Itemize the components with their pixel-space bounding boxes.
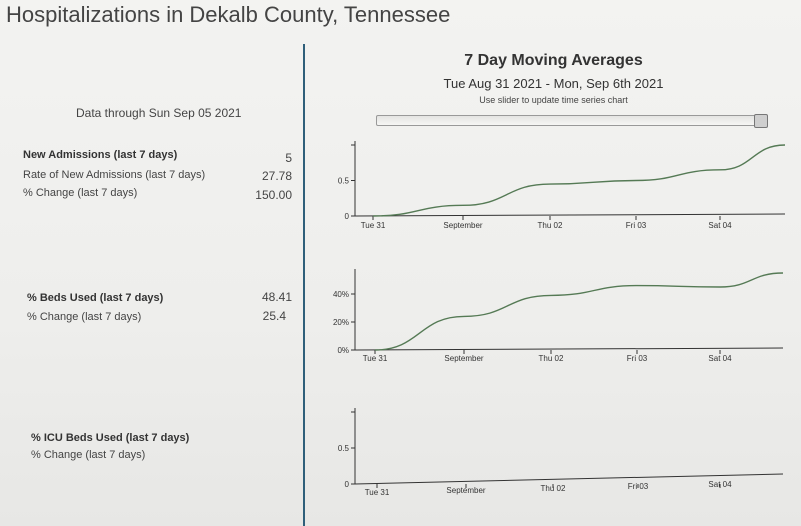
slider-hint: Use slider to update time series chart [479, 95, 628, 105]
icu-change-label: % Change (last 7 days) [31, 449, 146, 461]
x-tick-label: Thu 02 [538, 221, 563, 230]
beds-used-value: 48.41 [261, 290, 292, 304]
x-axis [354, 213, 786, 217]
moving-averages-title: 7 Day Moving Averages [464, 52, 643, 69]
admissions-change-value: 150.00 [255, 188, 292, 202]
summary-panel: Data through Sun Sep 05 2021 New Admissi… [0, 0, 303, 526]
new-admissions-value: 5 [285, 151, 292, 165]
x-tick-label: Fri 03 [628, 482, 649, 491]
admission-rate-value: 27.78 [261, 169, 292, 183]
moving-averages-header: 7 Day Moving Averages Tue Aug 31 2021 - … [306, 52, 801, 105]
admission-rate-label: Rate of New Admissions (last 7 days) [23, 169, 206, 181]
series-line [372, 144, 786, 217]
x-axis [354, 347, 784, 351]
x-tick-label: Thu 02 [541, 484, 566, 493]
beds-used-label: % Beds Used (last 7 days) [27, 292, 164, 304]
beds-change-label: % Change (last 7 days) [27, 311, 142, 323]
page-title: Hospitalizations in Dekalb County, Tenne… [6, 2, 451, 27]
x-tick-label: Sat 04 [708, 221, 732, 230]
x-tick-label: Sat 04 [708, 480, 732, 489]
admissions-change-label: % Change (last 7 days) [23, 187, 138, 199]
x-tick-label: September [443, 221, 482, 230]
x-axis [354, 473, 784, 485]
panel-divider [303, 44, 305, 526]
series-line [374, 272, 784, 351]
chart-3: 0 0.5 Tue 31 September Thu 02 Fri 03 Sat 04 [338, 408, 784, 497]
x-tick-label: Thu 02 [539, 354, 564, 363]
x-tick-label: Sat 04 [708, 354, 732, 363]
y-tick-label: 40% [333, 290, 349, 299]
x-tick-label: Tue 31 [365, 488, 390, 497]
y-tick-label: 0.5 [338, 444, 350, 453]
x-tick-label: Fri 03 [626, 221, 647, 230]
chart-1: 0 0.5 Tue 31 September Thu 02 Fri 03 Sat 04 [338, 141, 786, 230]
y-tick-label: 0% [337, 346, 349, 355]
y-tick-label: 0 [345, 480, 350, 489]
icu-beds-label: % ICU Beds Used (last 7 days) [31, 432, 190, 444]
chart-2: 0% 20% 40% Tue 31 September Thu 02 Fri 03 Sat 0… [333, 269, 784, 363]
y-tick-label: 0.5 [338, 177, 350, 186]
date-range-label: Tue Aug 31 2021 - Mon, Sep 6th 2021 [443, 76, 664, 91]
y-tick-label: 0 [345, 212, 350, 221]
x-tick-label: Fri 03 [627, 354, 648, 363]
data-through-label: Data through Sun Sep 05 2021 [76, 106, 242, 120]
y-tick-label: 20% [333, 318, 349, 327]
x-tick-label: September [444, 354, 483, 363]
new-admissions-label: New Admissions (last 7 days) [23, 149, 178, 161]
x-tick-label: Tue 31 [361, 221, 386, 230]
slider-handle[interactable] [754, 114, 768, 128]
x-tick-label: September [446, 486, 485, 495]
x-tick-label: Tue 31 [363, 354, 388, 363]
beds-change-value: 25.4 [262, 309, 286, 323]
